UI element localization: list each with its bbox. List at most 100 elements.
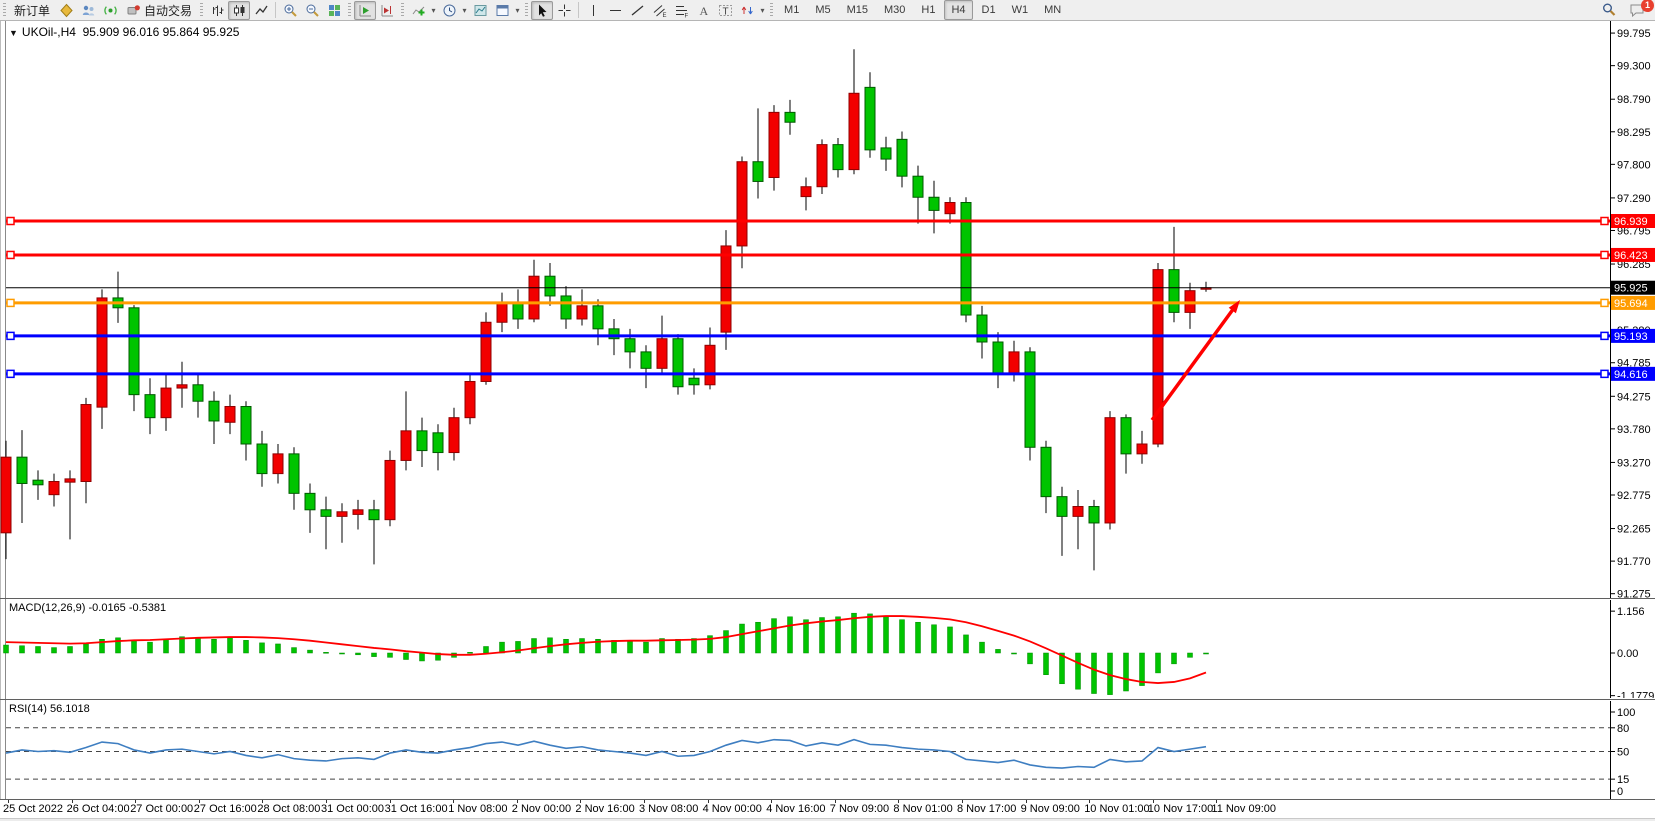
date-label: 25 Oct 2022 (3, 803, 63, 815)
date-tick (1152, 800, 1154, 803)
svg-text:-1.1779: -1.1779 (1617, 691, 1654, 698)
bar-chart-icon[interactable] (206, 1, 228, 20)
date-tick (962, 800, 963, 803)
timeframe-m1[interactable]: M1 (784, 4, 800, 16)
date-label: 1 Nov 08:00 (448, 803, 508, 815)
svg-text:93.270: 93.270 (1617, 457, 1651, 469)
new-window-dropdown-arrow[interactable]: ▾ (515, 5, 520, 15)
crosshair-icon[interactable] (553, 1, 575, 20)
svg-text:96.795: 96.795 (1617, 225, 1651, 237)
equidistant-channel-icon[interactable]: E (648, 1, 670, 20)
main-chart[interactable]: 99.795 99.300 98.790 98.295 97.800 97.290 96.7… (0, 21, 1655, 598)
horizontal-line-icon[interactable] (604, 1, 626, 20)
date-label: 3 Nov 08:00 (639, 803, 699, 815)
svg-text:98.295: 98.295 (1617, 127, 1651, 139)
line-chart-icon[interactable] (250, 1, 272, 20)
zoom-out-icon[interactable] (301, 1, 323, 20)
toolbar-grip[interactable] (770, 2, 774, 18)
indicators-dropdown-arrow[interactable]: ▾ (431, 5, 436, 15)
date-tick (707, 800, 709, 803)
timeframe-d1[interactable]: D1 (981, 4, 996, 16)
toolbar-grip[interactable] (200, 2, 204, 18)
svg-text:15: 15 (1617, 774, 1629, 786)
timeframe-mn[interactable]: MN (1044, 4, 1062, 16)
timeframe-h1[interactable]: H1 (921, 4, 936, 16)
timeframe-m5[interactable]: M5 (815, 4, 831, 16)
toolbar-grip[interactable] (3, 2, 6, 18)
macd-axis: 1.156 0.00 -1.1779 (1610, 600, 1654, 698)
search-icon[interactable] (1598, 1, 1620, 20)
date-label: 27 Oct 00:00 (130, 803, 194, 815)
date-tick (834, 800, 836, 803)
arrows-dropdown-arrow[interactable]: ▾ (760, 5, 765, 15)
date-tick (135, 800, 137, 803)
toolbar-grip[interactable] (525, 2, 529, 18)
timeframe-h4[interactable]: H4 (944, 0, 973, 20)
diamond-icon[interactable] (55, 1, 77, 20)
svg-text:96.285: 96.285 (1617, 259, 1651, 271)
zoom-in-icon[interactable] (279, 1, 301, 20)
toolbar-grip[interactable] (348, 2, 352, 18)
macd-histogram (3, 612, 1209, 695)
price-lines-layer[interactable]: 96.939 96.423 95.694 95.193 94.616 95.925 (6, 214, 1655, 381)
candlestick-chart-icon[interactable] (228, 0, 251, 20)
date-tick (326, 800, 327, 803)
svg-text:96.939: 96.939 (1614, 216, 1648, 228)
date-label: 2 Nov 16:00 (575, 803, 635, 815)
svg-text:95.925: 95.925 (1614, 283, 1648, 295)
text-icon[interactable]: A (692, 1, 714, 20)
date-label: 31 Oct 16:00 (384, 803, 448, 815)
svg-text:93.780: 93.780 (1617, 424, 1651, 436)
new-window-icon[interactable] (491, 1, 513, 20)
signal-icon[interactable] (99, 1, 121, 20)
toolbar-right-group: 1 (1598, 0, 1655, 20)
toolbar-grip[interactable] (401, 2, 405, 18)
timeframes-dropdown-arrow[interactable]: ▾ (462, 5, 467, 15)
trend-arrow[interactable] (1150, 300, 1240, 422)
chart-title: ▼ UKOil-,H4 95.909 96.016 95.864 95.925 (9, 25, 239, 39)
svg-text:0: 0 (1617, 786, 1623, 798)
trendline-icon[interactable] (626, 1, 648, 20)
fibonacci-icon[interactable]: F (670, 1, 692, 20)
rsi-panel[interactable]: 100 80 50 150 (0, 701, 1655, 799)
panel-splitter (0, 799, 1655, 800)
svg-text:95.694: 95.694 (1614, 298, 1648, 310)
indicators-icon[interactable] (407, 1, 429, 20)
date-axis[interactable]: 25 Oct 2022 26 Oct 04:00 27 Oct 00:00 27 Oc… (0, 800, 1655, 818)
chart-left-frame (5, 21, 6, 799)
date-label: 10 Nov 17:00 (1147, 803, 1214, 815)
one-click-trading-toggle[interactable]: ▼ (9, 28, 18, 38)
user-group-icon[interactable] (77, 1, 99, 20)
svg-text:97.290: 97.290 (1617, 193, 1651, 205)
rsi-axis: 100 80 50 150 (1610, 701, 1635, 799)
macd-panel[interactable]: 1.156 0.00 -1.1779 (0, 600, 1655, 698)
auto-scroll-icon[interactable] (354, 0, 377, 20)
date-tick (898, 800, 900, 803)
chart-ohlc-values: 95.909 96.016 95.864 95.925 (82, 25, 240, 39)
date-label: 4 Nov 00:00 (702, 803, 762, 815)
template-icon[interactable] (469, 1, 491, 20)
date-label: 26 Oct 04:00 (66, 803, 130, 815)
auto-trading-button[interactable]: 自动交易 (121, 1, 197, 20)
arrows-icon[interactable] (736, 1, 758, 20)
svg-text:94.616: 94.616 (1614, 369, 1648, 381)
date-label: 8 Nov 01:00 (893, 803, 953, 815)
text-label-icon[interactable]: T (714, 1, 736, 20)
date-tick (8, 800, 9, 803)
timeframe-m15[interactable]: M15 (846, 4, 868, 16)
panel-splitter[interactable] (0, 598, 1655, 599)
date-tick (198, 800, 200, 803)
panel-splitter[interactable] (0, 699, 1655, 700)
cursor-icon[interactable] (531, 0, 554, 20)
timeframe-w1[interactable]: W1 (1011, 4, 1029, 16)
svg-text:100: 100 (1617, 707, 1635, 719)
timeframe-m30[interactable]: M30 (884, 4, 906, 16)
new-order-button[interactable]: 新订单 (14, 3, 51, 18)
timeframes-clock-icon[interactable] (438, 1, 460, 20)
tile-windows-icon[interactable] (323, 1, 345, 20)
chart-shift-icon[interactable] (376, 1, 398, 20)
autotrading-icon (127, 4, 140, 14)
chat-notification-button[interactable]: 1 (1626, 0, 1654, 20)
vertical-line-icon[interactable] (582, 1, 604, 20)
macd-values: -0.0165 -0.5381 (88, 602, 167, 614)
